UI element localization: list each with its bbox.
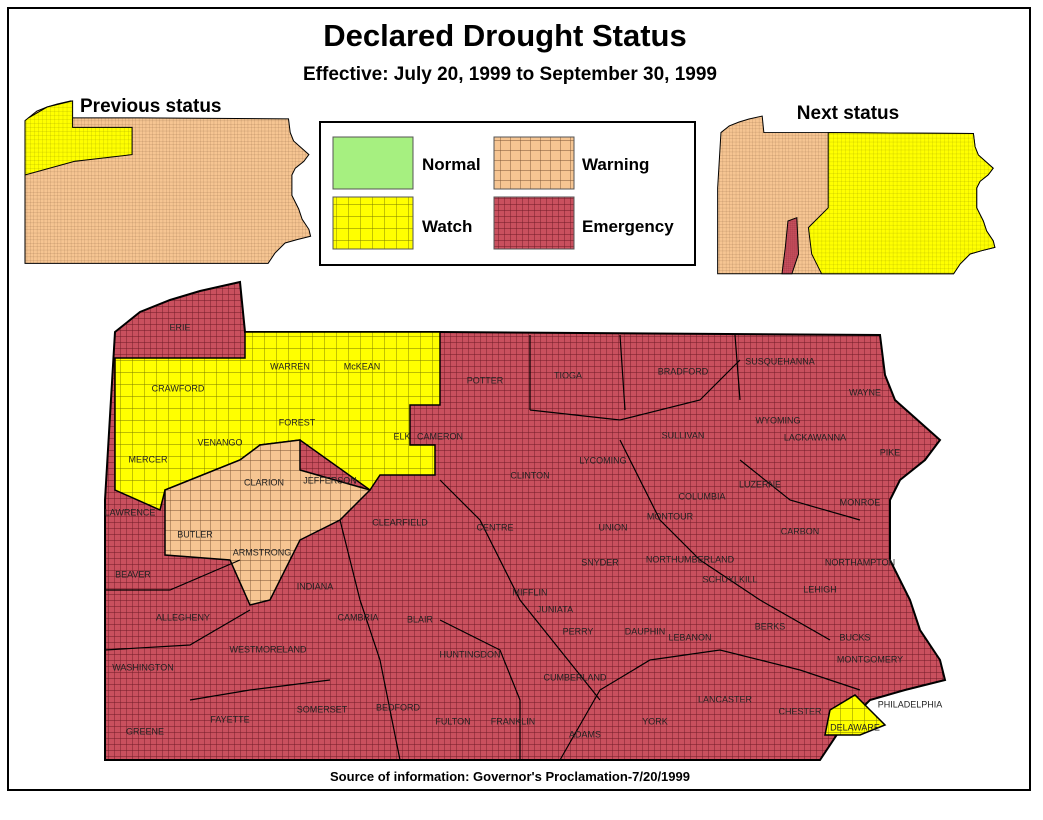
county-label: ERIE xyxy=(169,322,190,332)
county-label: MONROE xyxy=(840,497,881,507)
county-label: LACKAWANNA xyxy=(784,432,846,442)
county-label: YORK xyxy=(642,716,668,726)
county-label: ALLEGHENY xyxy=(156,612,210,622)
county-label: MONTGOMERY xyxy=(837,654,903,664)
county-label: BLAIR xyxy=(407,614,434,624)
source-note: Source of information: Governor's Procla… xyxy=(330,769,690,784)
county-label: POTTER xyxy=(467,375,504,385)
county-label: FRANKLIN xyxy=(491,716,536,726)
county-label: SOMERSET xyxy=(297,704,348,714)
county-label: INDIANA xyxy=(297,581,334,591)
next-map xyxy=(717,115,996,275)
county-label: ADAMS xyxy=(569,729,601,739)
legend-swatch xyxy=(332,196,414,250)
county-label: SNYDER xyxy=(581,557,619,567)
county-label: WAYNE xyxy=(849,387,881,397)
county-label: CHESTER xyxy=(778,706,822,716)
county-label: LYCOMING xyxy=(579,455,626,465)
county-label: GREENE xyxy=(126,726,164,736)
county-label: VENANGO xyxy=(197,437,242,447)
county-label: SUSQUEHANNA xyxy=(745,356,815,366)
legend-swatch xyxy=(493,136,575,190)
county-label: CAMERON xyxy=(417,431,463,441)
county-label: CRAWFORD xyxy=(152,383,205,393)
county-label: BEDFORD xyxy=(376,702,421,712)
county-label: BERKS xyxy=(755,621,786,631)
county-label: BRADFORD xyxy=(658,366,709,376)
county-label: SCHUYLKILL xyxy=(702,574,757,584)
county-label: PERRY xyxy=(563,626,594,636)
legend-swatch xyxy=(493,196,575,250)
legend-label: Warning xyxy=(582,155,649,174)
county-label: ARMSTRONG xyxy=(233,547,292,557)
county-label: WARREN xyxy=(270,361,310,371)
legend: Normal Watch Warning Emergency xyxy=(319,121,696,266)
county-label: UNION xyxy=(599,522,628,532)
county-label: CAMBRIA xyxy=(337,612,378,622)
county-label: LANCASTER xyxy=(698,694,753,704)
county-label: CARBON xyxy=(781,526,820,536)
next-label: Next status xyxy=(797,103,899,124)
county-label: COLUMBIA xyxy=(678,491,725,501)
county-label: MERCER xyxy=(128,454,168,464)
county-label: WESTMORELAND xyxy=(229,644,307,654)
main-map: ERIE WARREN McKEAN POTTER TIOGA BRADFORD SUSQU… xyxy=(104,281,946,761)
county-label: JEFFERSON xyxy=(303,475,357,485)
county-label: FULTON xyxy=(435,716,470,726)
county-label: CLINTON xyxy=(510,470,549,480)
county-label: HUNTINGDON xyxy=(440,649,501,659)
frame xyxy=(7,7,1031,791)
title: Declared Drought Status xyxy=(323,18,686,53)
county-label: BUCKS xyxy=(839,632,870,642)
legend-label: Watch xyxy=(422,217,472,236)
county-label: MIFFLIN xyxy=(513,587,548,597)
county-label: WASHINGTON xyxy=(112,662,174,672)
county-label: ELK xyxy=(393,431,410,441)
county-label: DELAWARE xyxy=(830,722,880,732)
previous-map xyxy=(24,100,312,264)
county-label: WYOMING xyxy=(756,415,801,425)
county-label: JUNIATA xyxy=(537,604,573,614)
county-label: LEBANON xyxy=(668,632,711,642)
county-label: CLEARFIELD xyxy=(372,517,428,527)
county-label: FOREST xyxy=(279,417,316,427)
county-label: FAYETTE xyxy=(210,714,249,724)
previous-label: Previous status xyxy=(80,96,222,117)
subtitle: Effective: July 20, 1999 to September 30… xyxy=(303,64,717,85)
county-label: LAWRENCE xyxy=(105,507,156,517)
county-label: PHILADELPHIA xyxy=(878,699,943,709)
county-label: TIOGA xyxy=(554,370,582,380)
county-label: SULLIVAN xyxy=(662,430,705,440)
county-label: CUMBERLAND xyxy=(543,672,607,682)
county-label: PIKE xyxy=(880,447,901,457)
legend-label: Emergency xyxy=(582,217,674,236)
county-label: NORTHUMBERLAND xyxy=(646,554,735,564)
county-label: BEAVER xyxy=(115,569,151,579)
county-label: CENTRE xyxy=(476,522,513,532)
legend-label: Normal xyxy=(422,155,481,174)
county-label: BUTLER xyxy=(177,529,213,539)
county-label: LEHIGH xyxy=(803,584,837,594)
county-label: McKEAN xyxy=(344,361,381,371)
county-label: CLARION xyxy=(244,477,284,487)
county-label: NORTHAMPTON xyxy=(825,557,895,567)
county-label: LUZERNE xyxy=(739,479,781,489)
county-label: MONTOUR xyxy=(647,511,694,521)
county-label: DAUPHIN xyxy=(625,626,666,636)
legend-swatch xyxy=(332,136,414,190)
